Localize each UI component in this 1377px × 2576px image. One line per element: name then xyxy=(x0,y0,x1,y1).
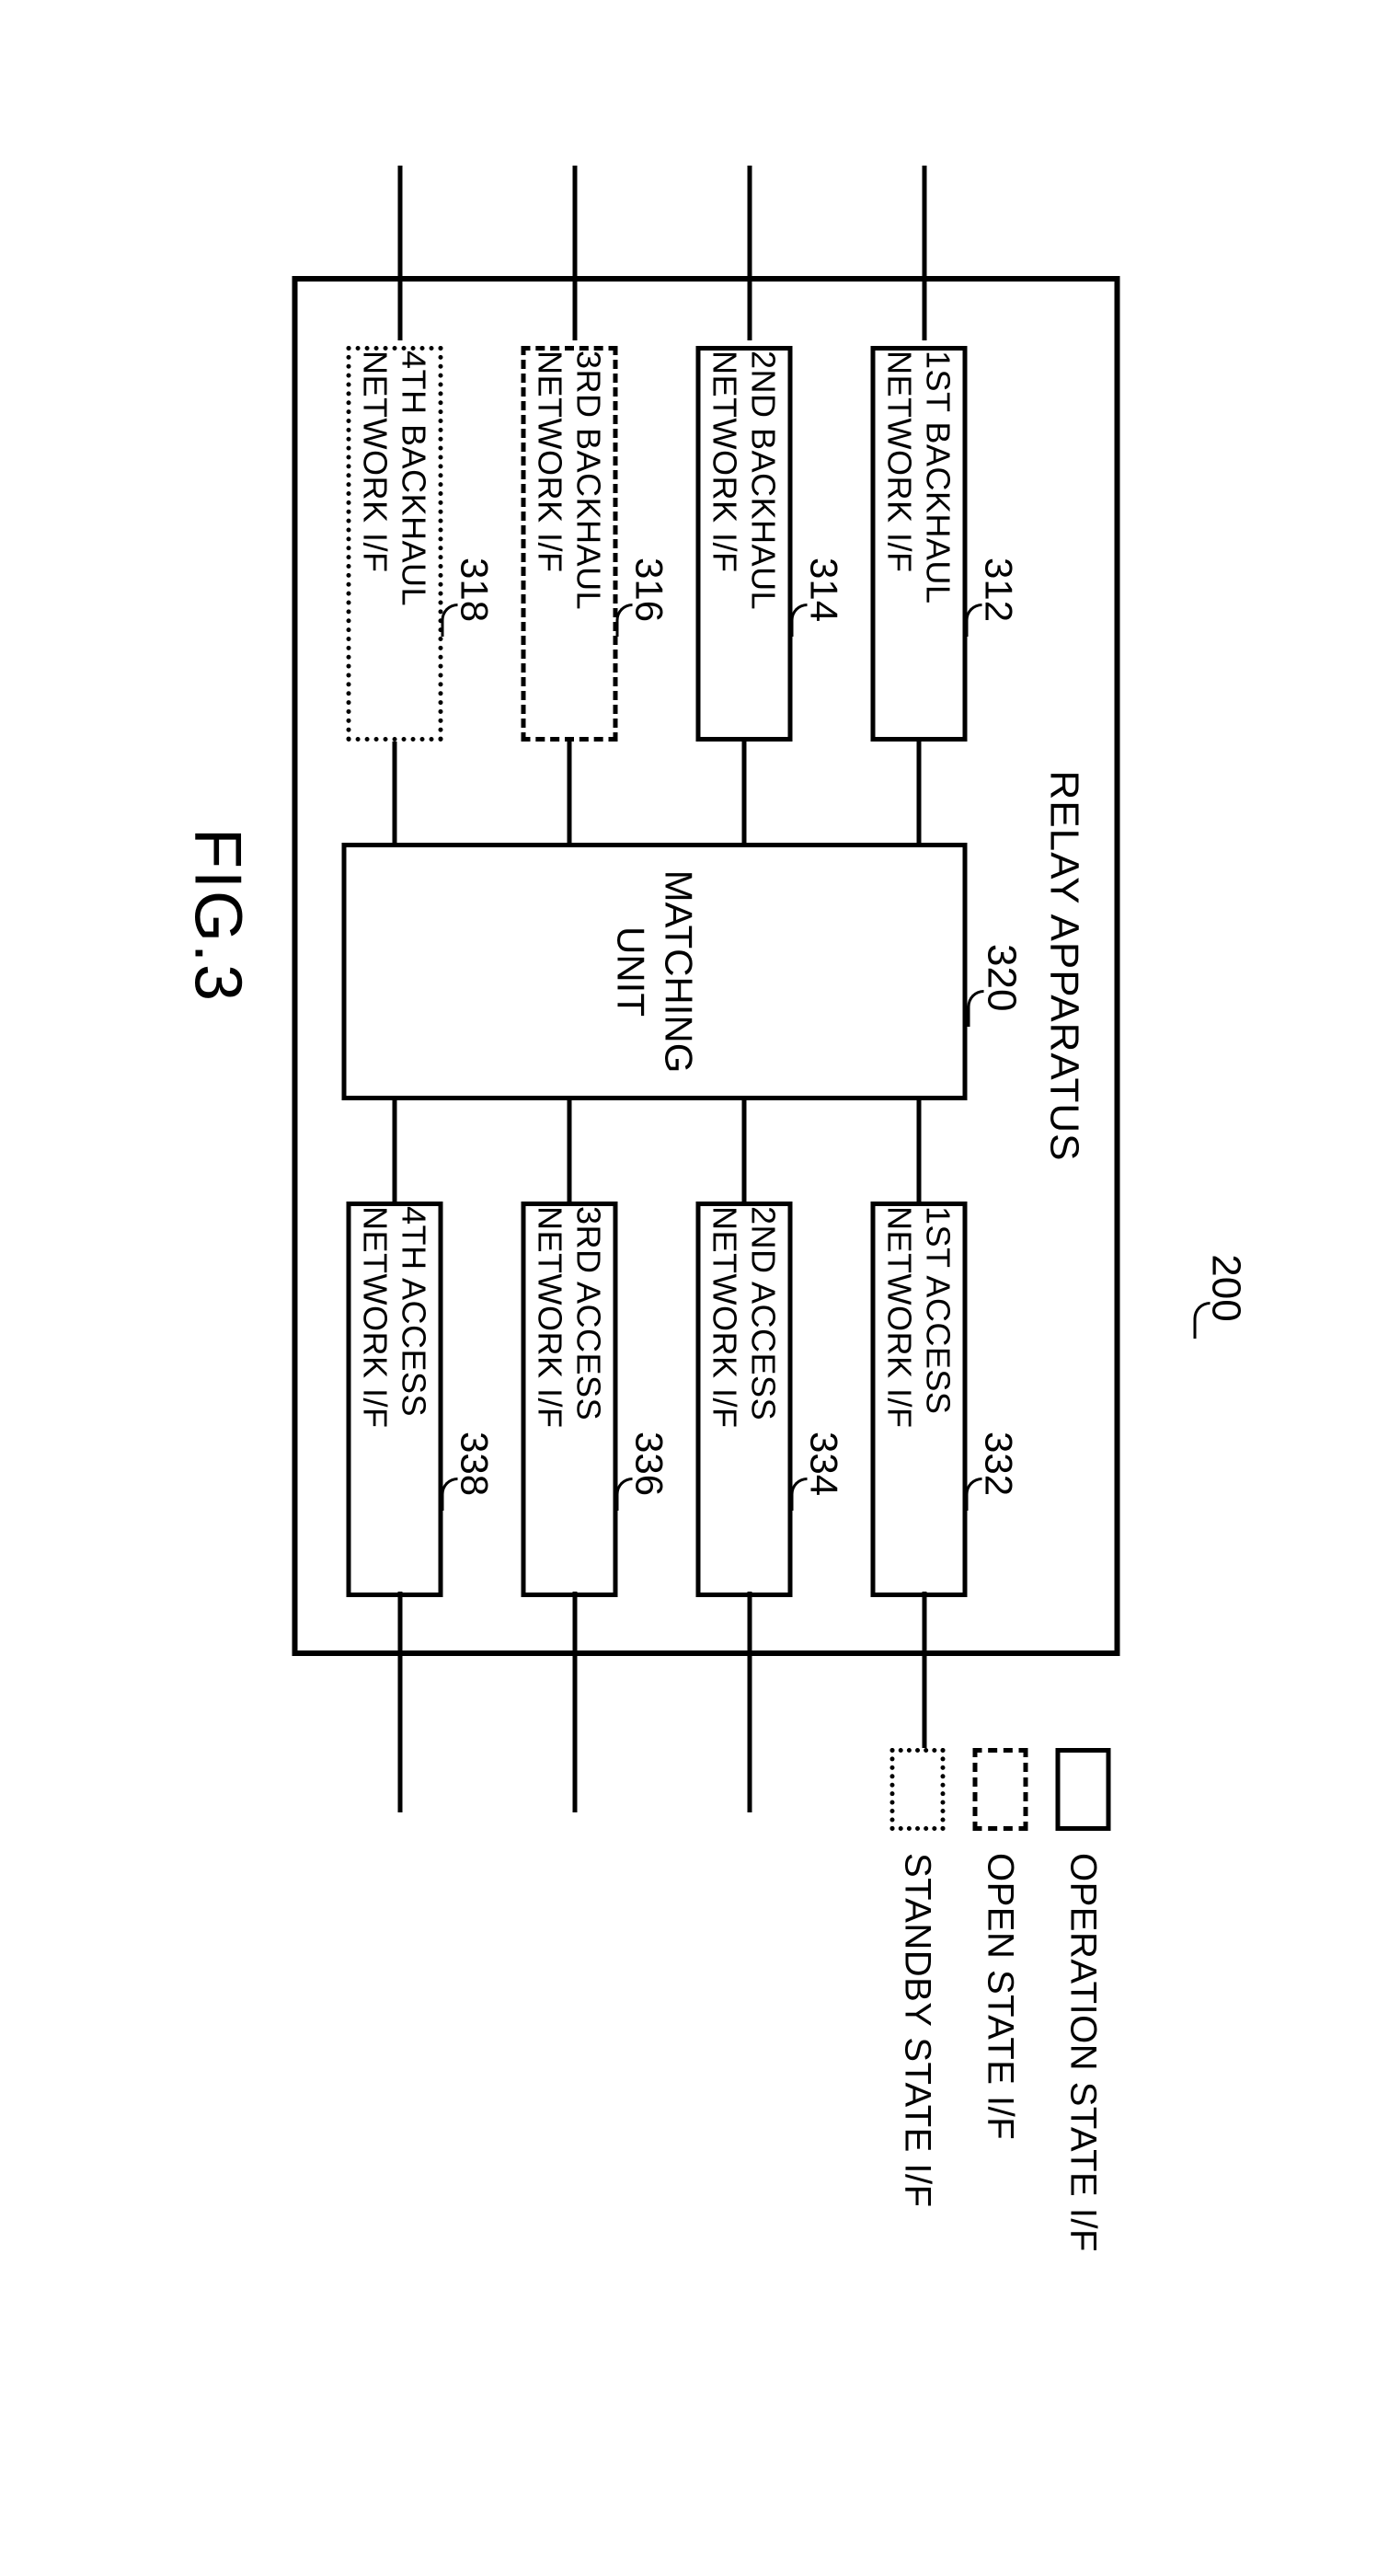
matching-label: MATCHING UNIT xyxy=(606,870,703,1074)
legend-label-open: OPEN STATE I/F xyxy=(980,1853,1021,2140)
figure-label: FIG.3 xyxy=(179,828,255,1003)
legend-swatch-open xyxy=(972,1748,1027,1831)
legend-row-operation: OPERATION STATE I/F xyxy=(1055,1748,1110,2254)
relay-apparatus-box: RELAY APPARATUS 320 MATCHING UNIT 1ST BA… xyxy=(292,276,1119,1656)
legend-swatch-operation xyxy=(1055,1748,1110,1831)
backhaul-ref-4: 318 xyxy=(452,558,496,622)
legend-row-standby: STANDBY STATE I/F xyxy=(889,1748,945,2254)
legend-swatch-standby xyxy=(889,1748,945,1831)
access-if-2: 2ND ACCESS NETWORK I/F xyxy=(695,1202,792,1597)
access-ref-1: 332 xyxy=(976,1432,1020,1496)
ext-wire-bh-4 xyxy=(398,166,403,340)
ext-wire-ac-3 xyxy=(573,1592,578,1812)
wire-bh-match-3 xyxy=(568,742,572,843)
backhaul-ref-2: 314 xyxy=(801,558,845,622)
matching-ref: 320 xyxy=(978,944,1024,1011)
access-ref-leader-3 xyxy=(615,1478,632,1511)
apparatus-ref-leader xyxy=(1193,1302,1210,1339)
wire-match-ac-3 xyxy=(568,1100,572,1202)
legend-row-open: OPEN STATE I/F xyxy=(972,1748,1027,2254)
matching-unit-box: MATCHING UNIT xyxy=(341,843,967,1100)
ext-wire-bh-3 xyxy=(573,166,578,340)
wire-match-ac-1 xyxy=(917,1100,922,1202)
backhaul-ref-3: 316 xyxy=(626,558,671,622)
matching-ref-leader xyxy=(967,990,983,1027)
diagram-content: 200 RELAY APPARATUS 320 MATCHING UNIT 1S… xyxy=(181,276,1193,2300)
legend-label-operation: OPERATION STATE I/F xyxy=(1062,1853,1104,2252)
access-ref-leader-4 xyxy=(441,1478,457,1511)
backhaul-ref-1: 312 xyxy=(976,558,1020,622)
wire-bh-match-4 xyxy=(393,742,397,843)
apparatus-title: RELAY APPARATUS xyxy=(1040,770,1086,1161)
backhaul-ref-leader-1 xyxy=(965,604,981,637)
ext-wire-bh-2 xyxy=(748,166,752,340)
wire-bh-match-1 xyxy=(917,742,922,843)
access-ref-4: 338 xyxy=(452,1432,496,1496)
wire-match-ac-4 xyxy=(393,1100,397,1202)
ext-wire-bh-1 xyxy=(923,166,927,340)
ext-wire-ac-4 xyxy=(398,1592,403,1812)
ext-wire-ac-2 xyxy=(748,1592,752,1812)
access-ref-3: 336 xyxy=(626,1432,671,1496)
wire-match-ac-2 xyxy=(742,1100,747,1202)
access-ref-leader-1 xyxy=(965,1478,981,1511)
access-ref-2: 334 xyxy=(801,1432,845,1496)
access-if-3: 3RD ACCESS NETWORK I/F xyxy=(521,1202,617,1597)
backhaul-ref-leader-2 xyxy=(790,604,807,637)
wire-bh-match-2 xyxy=(742,742,747,843)
backhaul-if-4: 4TH BACKHAUL NETWORK I/F xyxy=(346,346,442,742)
legend: OPERATION STATE I/F OPEN STATE I/F STAND… xyxy=(862,1748,1110,2254)
backhaul-ref-leader-3 xyxy=(615,604,632,637)
legend-label-standby: STANDBY STATE I/F xyxy=(897,1853,938,2208)
backhaul-if-1: 1ST BACKHAUL NETWORK I/F xyxy=(870,346,967,742)
access-ref-leader-2 xyxy=(790,1478,807,1511)
access-if-1: 1ST ACCESS NETWORK I/F xyxy=(870,1202,967,1597)
backhaul-ref-leader-4 xyxy=(441,604,457,637)
access-if-4: 4TH ACCESS NETWORK I/F xyxy=(346,1202,442,1597)
backhaul-if-3: 3RD BACKHAUL NETWORK I/F xyxy=(521,346,617,742)
backhaul-if-2: 2ND BACKHAUL NETWORK I/F xyxy=(695,346,792,742)
